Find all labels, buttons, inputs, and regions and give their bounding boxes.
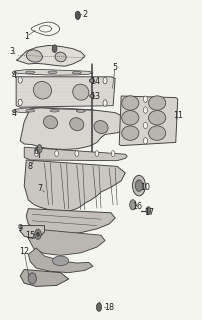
Text: 13: 13 [90,92,100,100]
Text: 8: 8 [28,162,33,171]
Text: 7: 7 [38,184,43,193]
Circle shape [143,122,147,129]
Ellipse shape [122,126,139,140]
Circle shape [35,151,38,156]
Ellipse shape [76,110,85,112]
Text: 12: 12 [19,247,29,256]
Circle shape [130,200,136,210]
Ellipse shape [53,256,69,266]
Circle shape [18,99,22,106]
Ellipse shape [26,109,35,112]
Ellipse shape [122,96,139,110]
Polygon shape [28,229,105,255]
Ellipse shape [149,126,166,140]
Circle shape [75,11,80,20]
Text: 10: 10 [140,183,150,192]
Circle shape [96,303,102,311]
Circle shape [18,77,22,83]
Polygon shape [20,108,131,149]
Circle shape [146,207,151,214]
Text: 2: 2 [82,10,87,19]
Text: 18: 18 [104,303,114,312]
Ellipse shape [55,52,66,62]
Ellipse shape [122,111,139,125]
Ellipse shape [72,71,81,74]
Polygon shape [24,160,125,211]
Polygon shape [12,69,93,75]
Polygon shape [20,269,69,286]
Ellipse shape [73,84,89,100]
Circle shape [135,180,143,191]
Polygon shape [16,45,85,66]
Circle shape [111,151,115,156]
Ellipse shape [26,50,42,62]
Circle shape [133,175,145,196]
Ellipse shape [26,71,35,74]
Text: 5: 5 [113,63,118,72]
Circle shape [37,145,42,153]
Polygon shape [28,248,93,273]
Ellipse shape [48,71,57,74]
Text: 3: 3 [10,47,15,56]
Ellipse shape [70,118,84,131]
Text: 4: 4 [12,109,17,118]
Circle shape [143,138,147,144]
Ellipse shape [33,81,52,99]
Ellipse shape [149,111,166,125]
Ellipse shape [28,273,36,284]
Text: 15: 15 [25,231,35,240]
Ellipse shape [50,109,59,112]
Circle shape [52,45,57,52]
Circle shape [143,107,147,113]
Circle shape [55,151,58,156]
Polygon shape [20,226,44,238]
Ellipse shape [94,121,108,133]
Polygon shape [12,108,97,114]
Circle shape [37,232,39,236]
Circle shape [75,151,79,156]
Text: 1: 1 [24,32,29,41]
Polygon shape [26,209,115,234]
Polygon shape [119,96,178,146]
Text: 14: 14 [90,77,100,86]
Text: 4: 4 [12,71,17,80]
Text: 11: 11 [173,111,183,120]
Text: 9: 9 [18,224,23,233]
Ellipse shape [89,79,95,83]
Ellipse shape [149,96,166,110]
Polygon shape [24,147,127,161]
Polygon shape [16,77,115,107]
Circle shape [35,229,41,239]
Ellipse shape [90,94,94,98]
Circle shape [143,96,147,102]
Ellipse shape [43,116,58,129]
Circle shape [103,77,107,84]
Circle shape [95,151,99,156]
Circle shape [103,100,107,106]
Text: 16: 16 [132,202,142,211]
Text: 6: 6 [34,147,39,156]
Text: 17: 17 [144,208,155,217]
